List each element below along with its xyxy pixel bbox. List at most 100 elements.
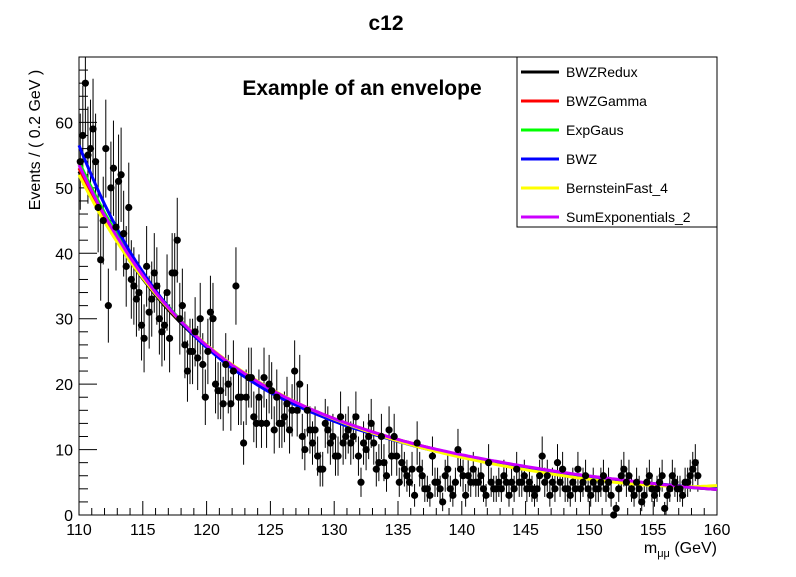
data-point	[495, 478, 503, 486]
data-point	[413, 439, 421, 447]
data-point	[301, 445, 309, 454]
data-point	[416, 465, 424, 473]
legend-label-sumexponentials-2: SumExponentials_2	[566, 209, 691, 225]
data-point	[451, 478, 460, 486]
data-point	[571, 485, 579, 493]
data-point	[344, 426, 352, 434]
data-point	[638, 498, 646, 506]
x-tick-label: 115	[130, 522, 156, 539]
data-point	[502, 478, 511, 486]
data-point	[283, 400, 291, 408]
data-point	[125, 203, 133, 212]
data-point	[507, 478, 516, 486]
data-point	[589, 478, 597, 486]
legend-label-expgaus: ExpGaus	[566, 122, 624, 138]
data-point	[393, 452, 401, 460]
data-point	[538, 452, 546, 460]
data-point	[148, 295, 156, 303]
data-point	[523, 485, 531, 493]
data-point	[574, 465, 582, 473]
y-tick-label: 60	[55, 115, 73, 132]
data-point	[217, 387, 225, 395]
data-point	[441, 472, 449, 480]
data-point	[372, 465, 380, 473]
x-tick-label: 140	[448, 522, 475, 539]
data-point	[94, 203, 102, 212]
data-point	[354, 452, 363, 460]
data-point	[298, 432, 306, 441]
data-point	[109, 164, 118, 172]
data-point	[610, 511, 618, 519]
data-point	[648, 485, 656, 493]
data-point	[594, 485, 602, 493]
data-point	[615, 485, 623, 493]
data-point	[370, 439, 378, 447]
data-point	[273, 393, 281, 401]
data-point	[408, 465, 416, 473]
data-point	[426, 491, 434, 499]
data-point	[336, 413, 345, 421]
data-point	[469, 465, 477, 473]
data-point	[380, 459, 388, 467]
data-point	[691, 459, 699, 467]
data-point	[684, 478, 692, 486]
data-point	[257, 419, 266, 427]
data-point	[436, 485, 444, 493]
x-tick-label: 155	[640, 522, 667, 539]
axis-ticks: 110 115 120 125 130 135 140 145 150 155 160 0 10 20 30…	[55, 69, 730, 539]
data-point	[604, 478, 613, 486]
data-point	[291, 367, 299, 375]
data-point	[518, 478, 526, 486]
data-point	[252, 419, 260, 427]
data-point	[242, 393, 250, 401]
data-point	[390, 432, 398, 441]
data-point	[439, 498, 447, 506]
data-point	[581, 472, 590, 480]
data-point	[204, 347, 212, 356]
data-point	[107, 184, 115, 192]
data-point	[79, 131, 87, 140]
data-point	[97, 256, 105, 264]
data-point	[655, 478, 664, 486]
data-point	[500, 472, 508, 480]
data-point	[329, 432, 337, 441]
data-point	[132, 295, 141, 303]
data-point	[265, 380, 273, 388]
data-point	[224, 380, 232, 388]
data-point	[288, 406, 296, 414]
data-point	[569, 478, 577, 486]
data-point	[382, 472, 391, 480]
data-point	[211, 380, 220, 388]
data-point	[375, 459, 383, 467]
data-point	[122, 262, 130, 270]
data-point	[668, 472, 676, 480]
data-point	[602, 485, 610, 493]
data-point	[127, 275, 135, 284]
legend-label-bwz: BWZ	[566, 151, 598, 167]
plot-annotation: Example of an envelope	[242, 77, 481, 100]
data-point	[694, 472, 702, 480]
data-point	[255, 393, 263, 401]
data-point	[533, 485, 541, 493]
data-point	[377, 432, 386, 441]
data-point	[306, 426, 314, 434]
data-point	[171, 269, 179, 277]
data-point	[104, 302, 112, 310]
x-tick-label: 145	[512, 522, 539, 539]
chart-title: c12	[368, 12, 403, 35]
data-point	[653, 485, 661, 493]
data-point	[513, 465, 521, 473]
data-point	[165, 334, 174, 342]
data-point	[520, 472, 528, 480]
data-point	[326, 439, 334, 447]
data-point	[548, 478, 556, 486]
data-point	[482, 491, 490, 499]
data-point	[196, 315, 204, 323]
data-point	[321, 419, 329, 427]
data-point	[576, 485, 585, 493]
data-point	[178, 302, 186, 310]
data-point	[556, 478, 564, 486]
data-point	[671, 478, 679, 486]
data-point	[607, 491, 615, 499]
